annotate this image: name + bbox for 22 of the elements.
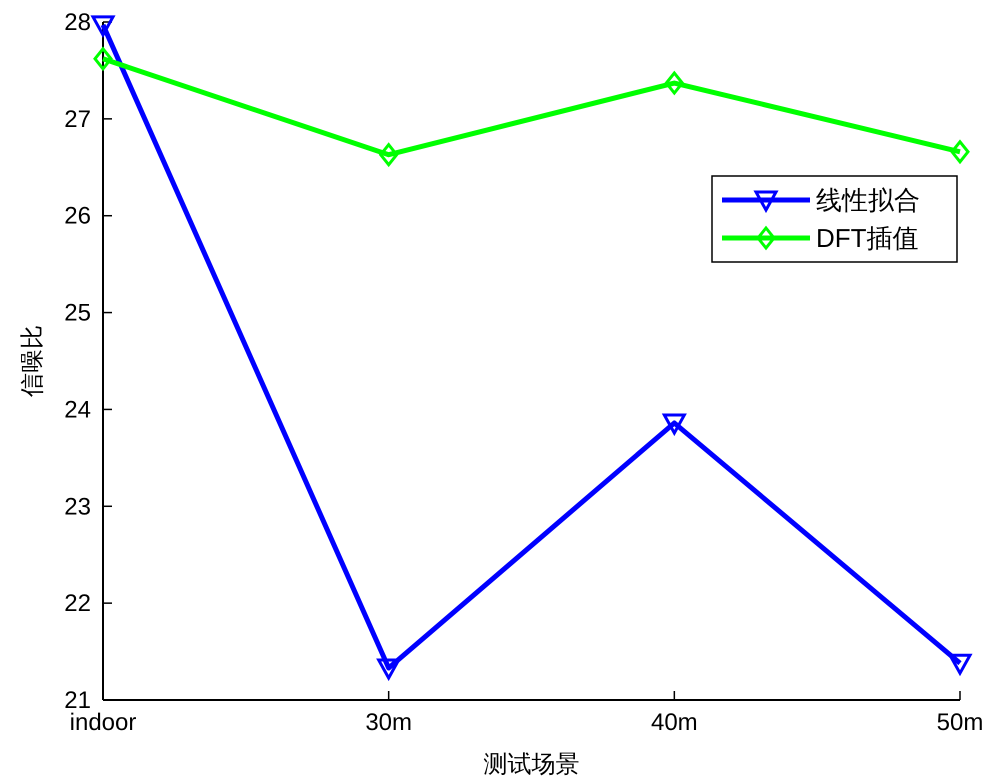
y-tick-label: 26	[64, 202, 91, 230]
point	[92, 15, 114, 36]
x-axis-title: 测试场景	[484, 751, 580, 778]
point	[377, 658, 400, 680]
y-tick-label: 24	[64, 396, 91, 424]
x-tick-label: 30m	[365, 709, 412, 736]
legend-label: 线性拟合	[816, 185, 920, 215]
point	[94, 47, 112, 70]
y-tick-label: 27	[64, 106, 91, 133]
y-tick-label: 28	[64, 9, 91, 36]
point	[950, 140, 970, 164]
legend-label: DFT插值	[816, 223, 919, 253]
point	[379, 143, 398, 166]
point	[664, 72, 684, 95]
y-tick-label: 22	[64, 590, 91, 618]
point	[662, 413, 686, 434]
x-tick-label: 50m	[936, 709, 983, 736]
y-axis-title: 信噪比	[19, 325, 46, 397]
x-tick-label: 40m	[650, 709, 698, 736]
y-tick-label: 23	[64, 493, 91, 520]
y-tick-label: 25	[64, 300, 91, 327]
point	[948, 654, 972, 675]
